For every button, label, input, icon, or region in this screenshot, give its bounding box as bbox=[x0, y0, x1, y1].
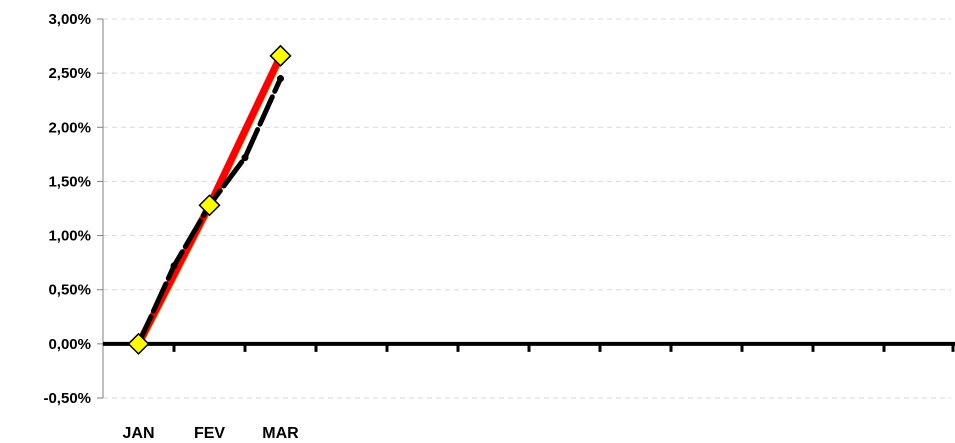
series-1-point bbox=[127, 332, 150, 355]
series-2-point bbox=[241, 154, 249, 162]
y-tick-label: 0,50% bbox=[48, 282, 91, 299]
y-tick-label: 2,00% bbox=[48, 119, 91, 136]
series-2-point bbox=[277, 75, 284, 83]
x-category-label: MAR bbox=[262, 425, 299, 442]
y-tick-label: -0,50% bbox=[43, 390, 91, 407]
y-tick-label: 0,00% bbox=[48, 336, 91, 353]
y-tick-label: 1,50% bbox=[48, 173, 91, 190]
series-1-point bbox=[198, 194, 221, 217]
gridlines bbox=[103, 18, 951, 399]
series-2-point bbox=[170, 262, 178, 270]
y-axis-tick-labels: 3,00% 2,50% 2,00% 1,50% 1,00% 0,50% 0,00% -0,50… bbox=[43, 11, 91, 407]
x-category-label: JAN bbox=[122, 425, 154, 442]
y-tick-label: 3,00% bbox=[48, 11, 91, 28]
y-tick-label: 2,50% bbox=[48, 65, 91, 82]
series bbox=[127, 44, 292, 355]
y-tick-label: 1,00% bbox=[48, 228, 91, 245]
x-category-label: FEV bbox=[194, 425, 225, 442]
series-1-point bbox=[269, 44, 292, 67]
x-axis-category-labels: JAN FEV MAR bbox=[122, 425, 299, 442]
axes bbox=[97, 18, 955, 399]
